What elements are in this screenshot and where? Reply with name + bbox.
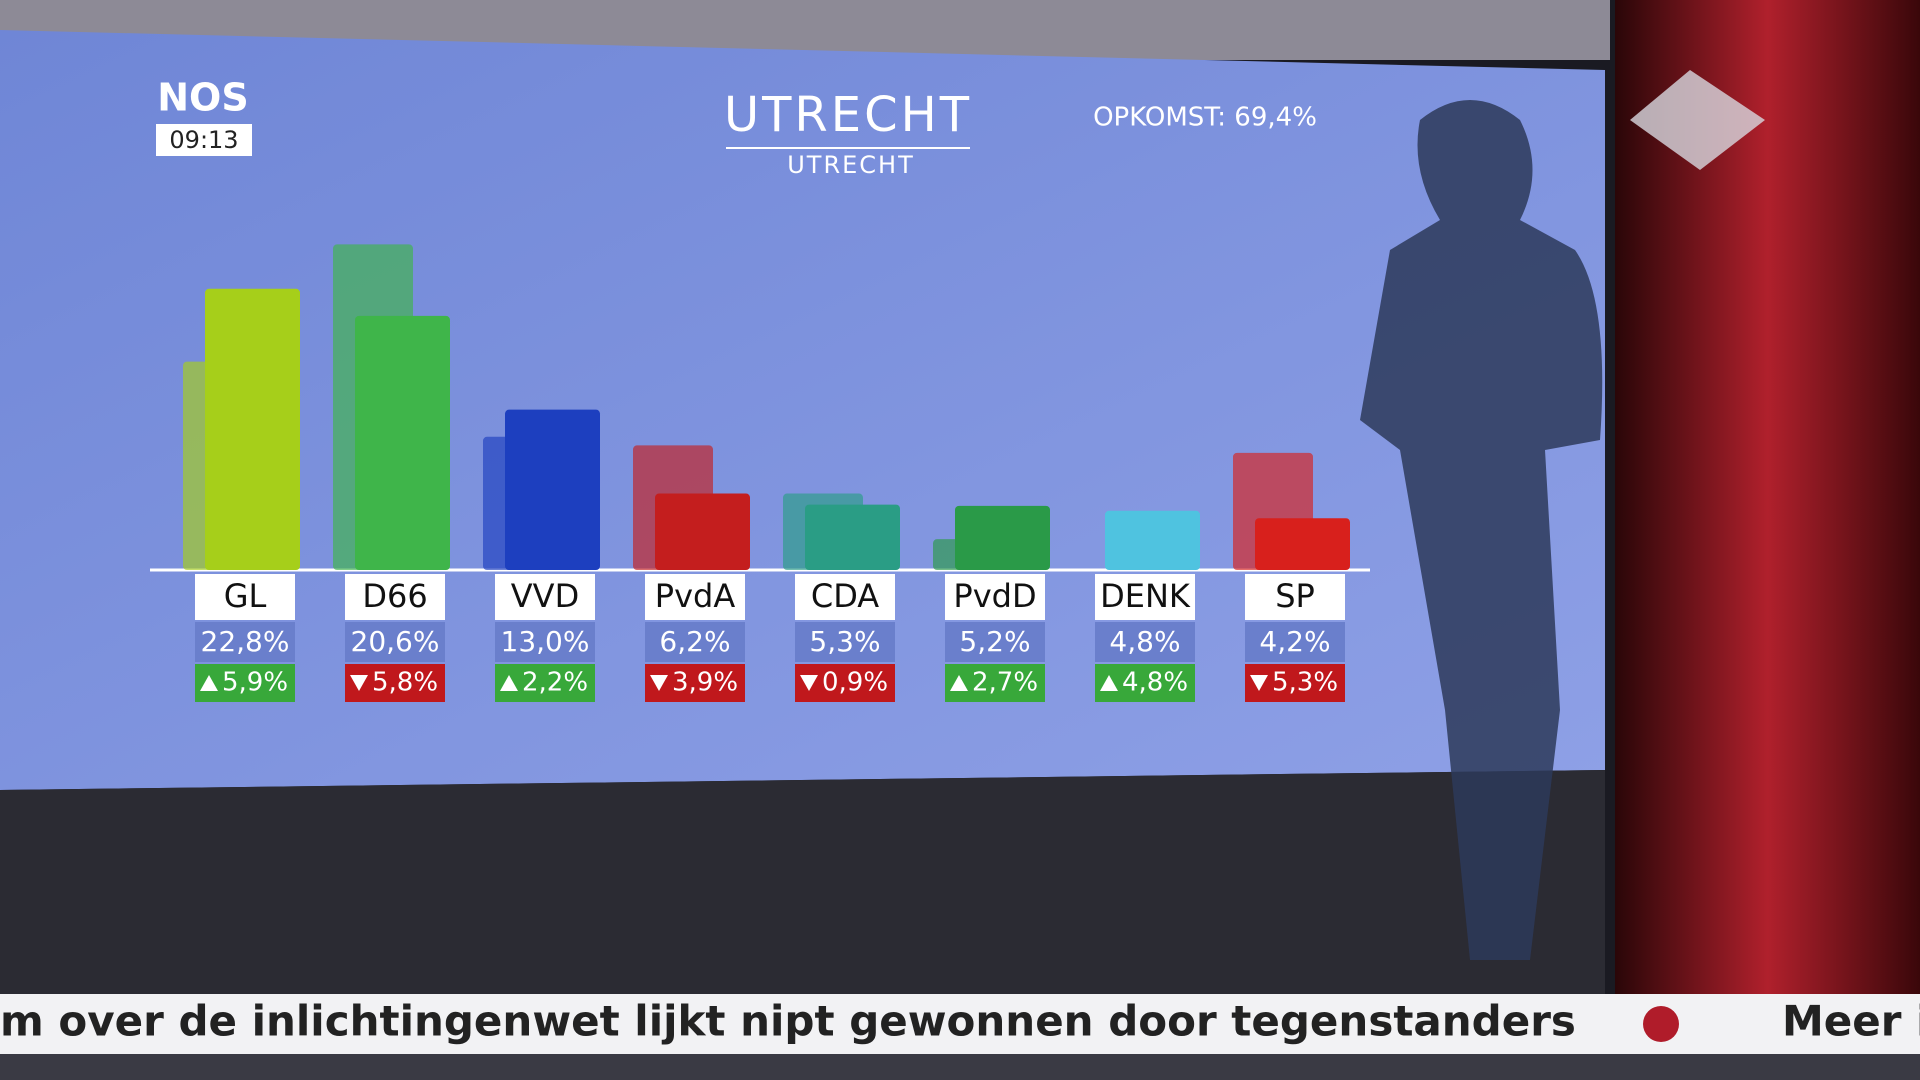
bar: [805, 504, 900, 570]
value-label: 5,3%: [809, 625, 880, 658]
value-box: [1245, 622, 1345, 662]
change-label: 5,3%: [1272, 668, 1338, 698]
value-label: 4,8%: [1109, 625, 1180, 658]
change-label: 2,7%: [972, 668, 1038, 698]
npo-logo: [1630, 70, 1765, 170]
value-label: 5,2%: [959, 625, 1030, 658]
change-label: 3,9%: [672, 668, 738, 698]
chart-title: UTRECHT: [724, 87, 972, 143]
ticker-bar: [0, 994, 1920, 1054]
bar: [505, 409, 600, 570]
party-name: PvdA: [655, 577, 736, 615]
name-box: [795, 574, 895, 620]
party-name: GL: [224, 577, 267, 615]
arrow-down: [800, 675, 818, 691]
arrow-up: [950, 675, 968, 691]
ticker-icon: [1643, 1006, 1679, 1042]
arrow-down: [650, 675, 668, 691]
bar: [355, 315, 450, 570]
name-box: [645, 574, 745, 620]
arrow-up: [500, 675, 518, 691]
party-name: DENK: [1100, 577, 1191, 615]
chart-subtitle: UTRECHT: [787, 151, 915, 179]
party-name: VVD: [511, 577, 579, 615]
arrow-up: [200, 675, 218, 691]
party-name: D66: [362, 577, 427, 615]
value-box: [195, 622, 295, 662]
name-box: [195, 574, 295, 620]
name-box: [495, 574, 595, 620]
nos-logo: NOS: [157, 76, 248, 120]
change-label: 0,9%: [822, 668, 888, 698]
bar: [1105, 510, 1200, 570]
bar: [1255, 518, 1350, 570]
ticker-text: m over de inlichtingenwet lijkt nipt gew…: [0, 997, 1576, 1046]
name-box: [1095, 574, 1195, 620]
value-label: 4,2%: [1259, 625, 1330, 658]
value-box: [1095, 622, 1195, 662]
name-box: [1245, 574, 1345, 620]
change-label: 4,8%: [1122, 668, 1188, 698]
change-label: 5,9%: [222, 668, 288, 698]
ticker-next: Meer i: [1782, 997, 1920, 1046]
name-box: [945, 574, 1045, 620]
value-box: [945, 622, 1045, 662]
red-panel: [1615, 0, 1920, 1000]
party-name: SP: [1275, 577, 1315, 615]
clock-box: [156, 124, 252, 156]
value-box: [495, 622, 595, 662]
clock: 09:13: [169, 126, 238, 154]
value-box: [795, 622, 895, 662]
chart: GL 22,8% 5,9% D66 20,6% 5,8% VVD 13,0% 2,2% PvdA 6…: [150, 244, 1370, 702]
party-name: PvdD: [953, 577, 1036, 615]
change-label: 2,2%: [522, 668, 588, 698]
value-label: 20,6%: [351, 625, 440, 658]
value-label: 6,2%: [659, 625, 730, 658]
bar: [655, 493, 750, 570]
bar: [205, 288, 300, 570]
name-box: [345, 574, 445, 620]
bar: [955, 505, 1050, 570]
presenter: [1360, 100, 1603, 960]
arrow-up: [1100, 675, 1118, 691]
arrow-down: [1250, 675, 1268, 691]
value-label: 13,0%: [501, 625, 590, 658]
value-box: [345, 622, 445, 662]
turnout: OPKOMST: 69,4%: [1093, 103, 1317, 133]
party-name: CDA: [811, 577, 879, 615]
arrow-down: [350, 675, 368, 691]
value-label: 22,8%: [201, 625, 290, 658]
floor: [0, 770, 1605, 1000]
ticker-base: [0, 1054, 1920, 1080]
change-label: 5,8%: [372, 668, 438, 698]
value-box: [645, 622, 745, 662]
